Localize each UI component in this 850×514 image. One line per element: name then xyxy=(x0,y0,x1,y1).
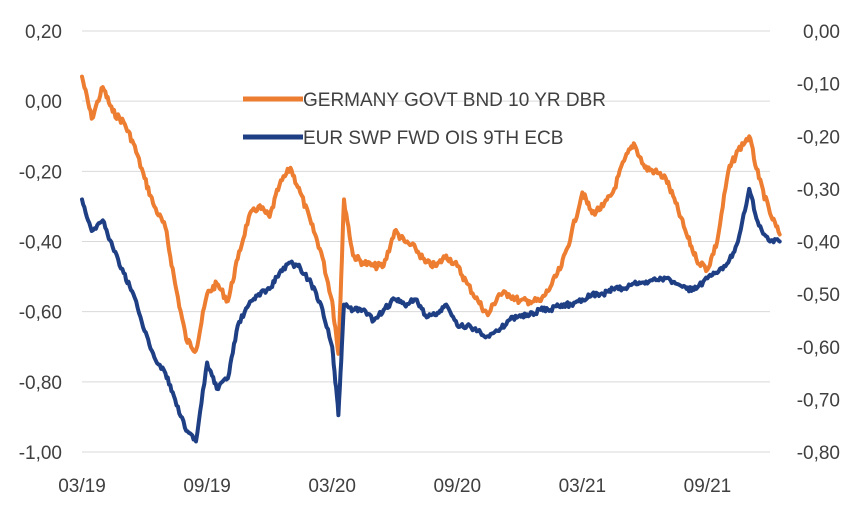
legend-label-eur-swap-ois: EUR SWP FWD OIS 9TH ECB xyxy=(303,128,563,149)
right-axis-ticks: 0,00 -0,10 -0,20 -0,30 -0,40 -0,50 -0,60 -0,70 -… xyxy=(797,22,840,464)
right-tick-label: -0,30 xyxy=(797,180,840,201)
x-tick-label: 03/19 xyxy=(58,476,106,497)
x-tick-label: 09/21 xyxy=(684,476,732,497)
right-tick-label: -0,20 xyxy=(797,127,840,148)
right-tick-label: -0,80 xyxy=(797,443,840,464)
left-tick-label: -0,60 xyxy=(19,303,62,324)
series-line-germany-bund xyxy=(80,74,782,356)
left-tick-label: 0,20 xyxy=(25,22,62,43)
left-tick-label: -0,80 xyxy=(19,373,62,394)
x-axis-ticks: 03/19 09/19 03/20 09/20 03/21 09/21 xyxy=(58,476,731,497)
right-tick-label: -0,70 xyxy=(797,390,840,411)
right-tick-label: -0,60 xyxy=(797,338,840,359)
x-tick-label: 09/20 xyxy=(433,476,481,497)
x-tick-label: 03/20 xyxy=(308,476,356,497)
legend-label-germany-bund: GERMANY GOVT BND 10 YR DBR xyxy=(303,90,606,111)
left-tick-label: 0,00 xyxy=(25,92,62,113)
legend-item-germany-bund: GERMANY GOVT BND 10 YR DBR xyxy=(243,90,606,111)
grid-lines xyxy=(82,30,770,453)
right-tick-label: -0,50 xyxy=(797,285,840,306)
right-tick-label: -0,40 xyxy=(797,233,840,254)
left-tick-label: -0,40 xyxy=(19,233,62,254)
right-tick-label: -0,10 xyxy=(797,75,840,96)
x-tick-label: 09/19 xyxy=(183,476,231,497)
left-tick-label: -0,20 xyxy=(19,162,62,183)
legend-item-eur-swap-ois: EUR SWP FWD OIS 9TH ECB xyxy=(243,128,563,149)
legend: GERMANY GOVT BND 10 YR DBR EUR SWP FWD O… xyxy=(243,90,606,149)
right-tick-label: 0,00 xyxy=(803,22,840,43)
series-lines xyxy=(80,74,782,444)
left-tick-label: -1,00 xyxy=(19,443,62,464)
left-axis-ticks: 0,20 0,00 -0,20 -0,40 -0,60 -0,80 -1,00 xyxy=(19,22,62,464)
x-tick-label: 03/21 xyxy=(559,476,607,497)
series-line-eur-swap-ois xyxy=(80,186,782,444)
